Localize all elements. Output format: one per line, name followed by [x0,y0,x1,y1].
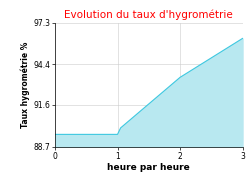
X-axis label: heure par heure: heure par heure [108,163,190,172]
Title: Evolution du taux d'hygrométrie: Evolution du taux d'hygrométrie [64,10,233,20]
Y-axis label: Taux hygrométrie %: Taux hygrométrie % [21,41,30,128]
